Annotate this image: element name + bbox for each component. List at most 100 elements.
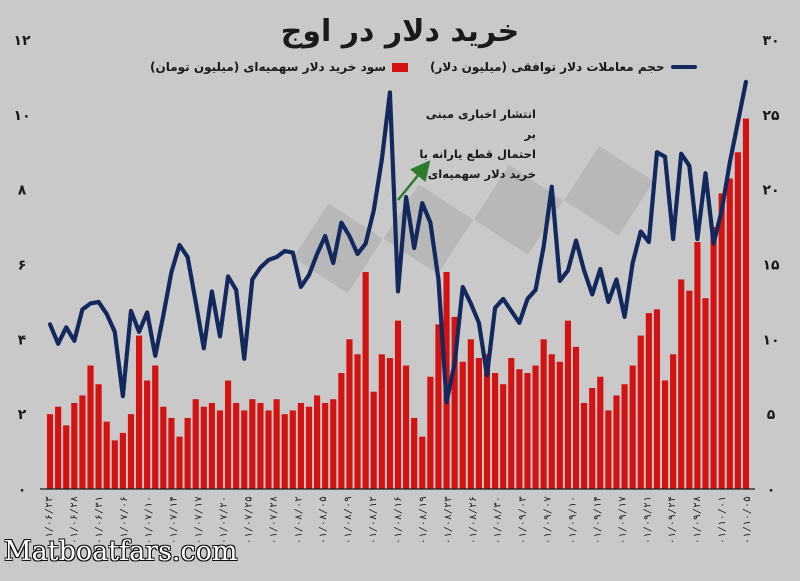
- bar-9: [119, 432, 126, 490]
- right-tick-label: ۲۰: [762, 183, 779, 199]
- bar-64: [564, 320, 572, 490]
- bar-31: [297, 402, 304, 489]
- bar-59: [524, 373, 531, 489]
- left-tick-label: ۱۲: [13, 33, 31, 49]
- bar-6: [95, 384, 102, 489]
- bar-44: [403, 365, 410, 489]
- bar-41: [378, 354, 385, 489]
- bar-36: [338, 373, 345, 489]
- annotation-line-1: انتشار اخباری مبنی بر: [425, 107, 536, 142]
- bar-83: [718, 193, 725, 489]
- bar-24: [241, 410, 248, 489]
- x-tick-label: ۰۱/۱۰/۰۵: [742, 496, 753, 544]
- bar-17: [184, 417, 191, 489]
- bar-82: [710, 227, 717, 489]
- bar-45: [411, 417, 418, 489]
- bar-34: [322, 402, 329, 489]
- bar-20: [208, 402, 215, 489]
- bar-23: [233, 402, 240, 489]
- right-tick-label: ۳۰: [762, 33, 779, 49]
- bar-56: [500, 384, 507, 489]
- legend-profit-label: سود خرید دلار سهمیه‌ای (میلیون تومان): [150, 60, 387, 74]
- bar-40: [370, 391, 377, 489]
- bar-47: [427, 376, 434, 489]
- bar-79: [686, 290, 693, 489]
- bar-25: [249, 399, 256, 489]
- left-tick-label: ۸: [18, 183, 27, 199]
- x-tick-label: ۰۱/۰۸/۱۶: [393, 496, 404, 544]
- bar-42: [386, 358, 393, 489]
- bar-38: [354, 354, 361, 489]
- left-tick-label: ۲: [18, 407, 27, 423]
- bar-12: [144, 380, 151, 489]
- bar-74: [645, 313, 652, 489]
- legend-profit-swatch: [392, 62, 409, 72]
- bar-43: [394, 320, 402, 490]
- bar-8: [111, 440, 118, 489]
- x-tick-label: ۰۱/۰۷/۲۵: [243, 496, 254, 544]
- x-tick-label: ۰۱/۰۶/۲۸: [69, 496, 80, 544]
- x-tick-label: ۰۱/۰۷/۰۶: [119, 496, 130, 544]
- right-tick-label: ۰: [767, 482, 776, 498]
- line-layer: [47, 79, 749, 405]
- bars-layer: [46, 118, 750, 490]
- bar-85: [734, 152, 741, 489]
- bar-48: [435, 324, 442, 489]
- bar-3: [71, 402, 78, 489]
- annotation-line-3: خرید دلار سهمیه‌ای: [427, 167, 536, 182]
- bar-18: [192, 399, 199, 489]
- site-watermark: Matboatfars.com: [4, 536, 238, 567]
- x-tick-label: ۰۱/۰۸/۳۰: [493, 496, 504, 544]
- x-tick-label: ۰۱/۰۹/۲۱: [642, 496, 653, 544]
- x-tick-label: ۰۱/۰۸/۲۶: [468, 496, 479, 544]
- bar-19: [200, 406, 207, 489]
- bar-27: [265, 410, 272, 489]
- bar-71: [621, 384, 628, 489]
- x-tick-label: ۰۱/۰۸/۰۵: [318, 496, 329, 544]
- x-tick-label: ۰۱/۰۷/۲۸: [268, 496, 279, 544]
- left-tick-label: ۴: [18, 332, 27, 348]
- bar-77: [670, 354, 677, 489]
- bar-29: [281, 414, 288, 489]
- bar-73: [637, 335, 644, 489]
- x-tick-label: ۰۱/۱۰/۰۱: [717, 496, 728, 544]
- bar-60: [532, 365, 539, 489]
- x-tick-label: ۰۱/۰۶/۲۳: [44, 496, 55, 544]
- bar-52: [467, 339, 474, 489]
- bar-15: [168, 417, 175, 489]
- right-axis: ۰ ۵ ۱۰ ۱۵ ۲۰ ۲۵ ۳۰: [762, 33, 780, 498]
- bar-61: [540, 339, 547, 489]
- bar-70: [613, 395, 620, 489]
- x-tick-label: ۰۱/۰۸/۲۳: [443, 496, 454, 544]
- bar-62: [548, 354, 555, 489]
- bar-50: [451, 316, 458, 489]
- x-tick-label: ۰۱/۰۸/۱۲: [368, 496, 379, 544]
- chart-title: خرید دلار در اوج: [280, 14, 520, 49]
- bar-81: [702, 298, 709, 489]
- x-tick-label: ۰۱/۰۹/۰۳: [518, 496, 529, 544]
- bar-7: [103, 421, 110, 489]
- annotation-line-2: احتمال قطع یارانه با: [419, 147, 536, 162]
- bar-11: [135, 335, 143, 489]
- left-tick-label: ۶: [18, 258, 27, 274]
- bar-67: [589, 387, 596, 489]
- left-tick-label: ۰: [18, 482, 27, 498]
- bar-68: [597, 376, 604, 489]
- bar-33: [314, 395, 321, 489]
- bar-32: [305, 406, 313, 489]
- bar-63: [556, 361, 563, 489]
- bar-37: [346, 339, 353, 489]
- x-tick-label: ۰۱/۰۹/۱۰: [568, 496, 579, 544]
- legend-volume: حجم معاملات دلار توافقی (میلیون دلار): [430, 60, 697, 74]
- bar-2: [63, 425, 70, 489]
- legend-profit: سود خرید دلار سهمیه‌ای (میلیون تومان): [150, 60, 409, 74]
- bar-65: [572, 346, 580, 489]
- x-tick-label: ۰۱/۰۹/۲۴: [667, 496, 678, 544]
- bar-0: [46, 414, 54, 489]
- bar-86: [742, 118, 750, 489]
- x-tick-label: ۰۱/۰۷/۲۰: [219, 496, 230, 544]
- right-tick-label: ۲۵: [762, 108, 780, 124]
- bar-76: [661, 380, 669, 489]
- x-tick-label: ۰۱/۰۹/۱۴: [592, 496, 603, 544]
